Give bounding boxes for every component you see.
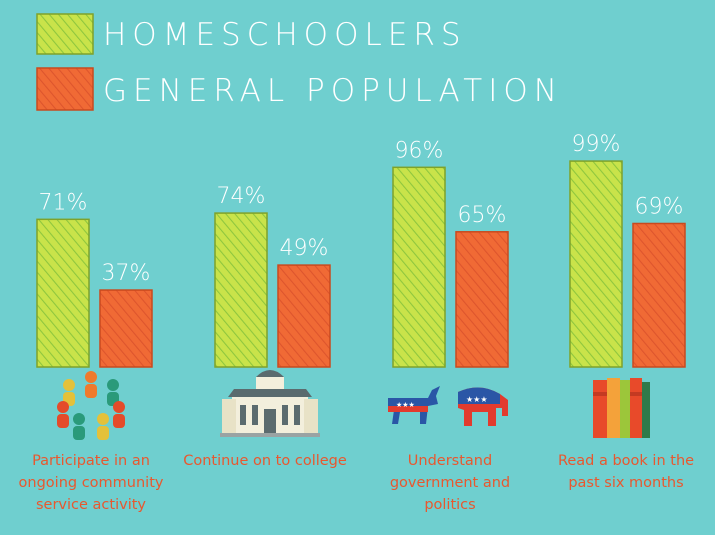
bar-homeschoolers-3	[569, 160, 623, 368]
value-label-general-3: 69%	[635, 194, 684, 219]
value-label-homeschoolers-0: 71%	[39, 190, 88, 215]
legend-swatch-homeschoolers	[36, 13, 94, 55]
bar-general-3	[632, 222, 686, 368]
value-label-general-0: 37%	[102, 261, 151, 286]
legend-label-general-population: GENERAL POPULATION	[103, 73, 563, 109]
svg-text:★★★: ★★★	[396, 401, 415, 409]
category-label-read-book: Read a book in the past six months	[557, 453, 695, 491]
value-label-homeschoolers-1: 74%	[217, 184, 266, 209]
value-label-general-1: 49%	[280, 236, 329, 261]
category-label-college: Continue on to college	[183, 453, 347, 469]
svg-text:★★★: ★★★	[466, 395, 488, 404]
books-icon	[593, 378, 650, 438]
bar-homeschoolers-0	[36, 218, 90, 368]
legend-swatch-general-population	[36, 67, 94, 111]
bar-general-1	[277, 264, 331, 368]
category-label-community-service: Participate in an ongoing community serv…	[18, 453, 164, 513]
college-building-icon	[220, 370, 320, 437]
value-label-homeschoolers-2: 96%	[395, 138, 444, 163]
legend-label-homeschoolers: HOMESCHOOLERS	[103, 17, 467, 53]
donkey-elephant-icon: ★★★ ★★★	[388, 386, 508, 426]
bar-general-2	[455, 231, 509, 368]
bar-general-0	[99, 289, 153, 368]
people-circle-icon	[57, 371, 125, 440]
value-labels-layer: 71% 74% 96% 99% 37% 49% 65% 69%	[39, 132, 684, 286]
value-label-general-2: 65%	[458, 203, 507, 228]
bar-homeschoolers-2	[392, 166, 446, 368]
bar-homeschoolers-1	[214, 212, 268, 368]
value-label-homeschoolers-3: 99%	[572, 132, 621, 157]
bars-layer	[36, 160, 686, 368]
category-label-government: Understand government and politics	[389, 453, 511, 513]
